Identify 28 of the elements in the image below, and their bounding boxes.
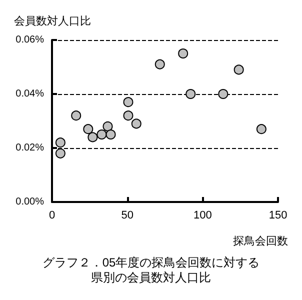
y-tick-label: 0.02%: [16, 142, 44, 154]
point: [88, 132, 98, 142]
point: [218, 89, 228, 99]
point: [106, 130, 116, 140]
y-tick-label: 0.00%: [16, 196, 44, 208]
point: [55, 148, 66, 158]
point: [123, 97, 134, 108]
x-axis-title: 探鳥会回数: [233, 236, 288, 248]
point: [83, 124, 94, 134]
y-tick-label: 0.04%: [16, 88, 44, 100]
x-tick-label: 0: [48, 210, 56, 222]
x-tick-label: 150: [268, 210, 288, 222]
point: [154, 59, 165, 70]
x-tick-label: 100: [193, 210, 212, 222]
y-tick-label: 0.06%: [16, 34, 44, 46]
point: [123, 110, 134, 121]
point: [102, 121, 113, 132]
point: [186, 89, 196, 99]
point: [71, 110, 82, 121]
point: [55, 138, 66, 148]
point: [178, 48, 188, 58]
point: [96, 130, 107, 140]
x-tick-label: 50: [121, 210, 134, 222]
y-axis-title: 会員数対人口比: [14, 14, 91, 28]
point: [234, 64, 244, 75]
point: [131, 118, 142, 129]
point: [256, 124, 266, 134]
text: グラフ２．05年度の探鳥会回数に対する県別の会員数対人口比: [42, 256, 260, 284]
